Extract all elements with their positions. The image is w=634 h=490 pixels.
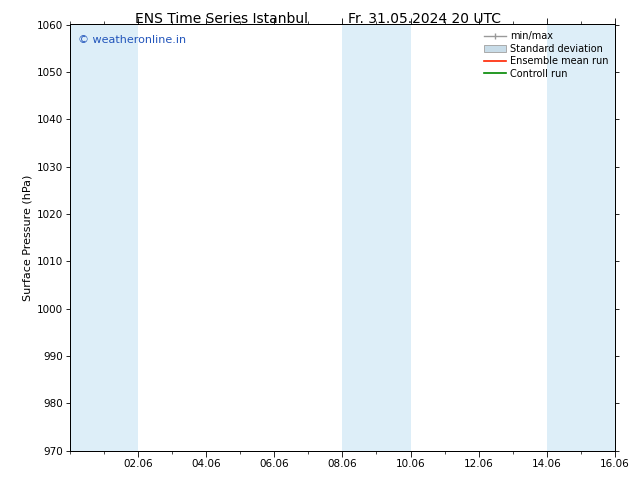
Bar <box>547 24 615 451</box>
Bar <box>342 24 411 451</box>
Text: Fr. 31.05.2024 20 UTC: Fr. 31.05.2024 20 UTC <box>348 12 501 26</box>
Legend: min/max, Standard deviation, Ensemble mean run, Controll run: min/max, Standard deviation, Ensemble me… <box>482 29 610 80</box>
Text: ENS Time Series Istanbul: ENS Time Series Istanbul <box>136 12 308 26</box>
Text: © weatheronline.in: © weatheronline.in <box>78 35 186 45</box>
Y-axis label: Surface Pressure (hPa): Surface Pressure (hPa) <box>22 174 32 301</box>
Bar <box>70 24 138 451</box>
